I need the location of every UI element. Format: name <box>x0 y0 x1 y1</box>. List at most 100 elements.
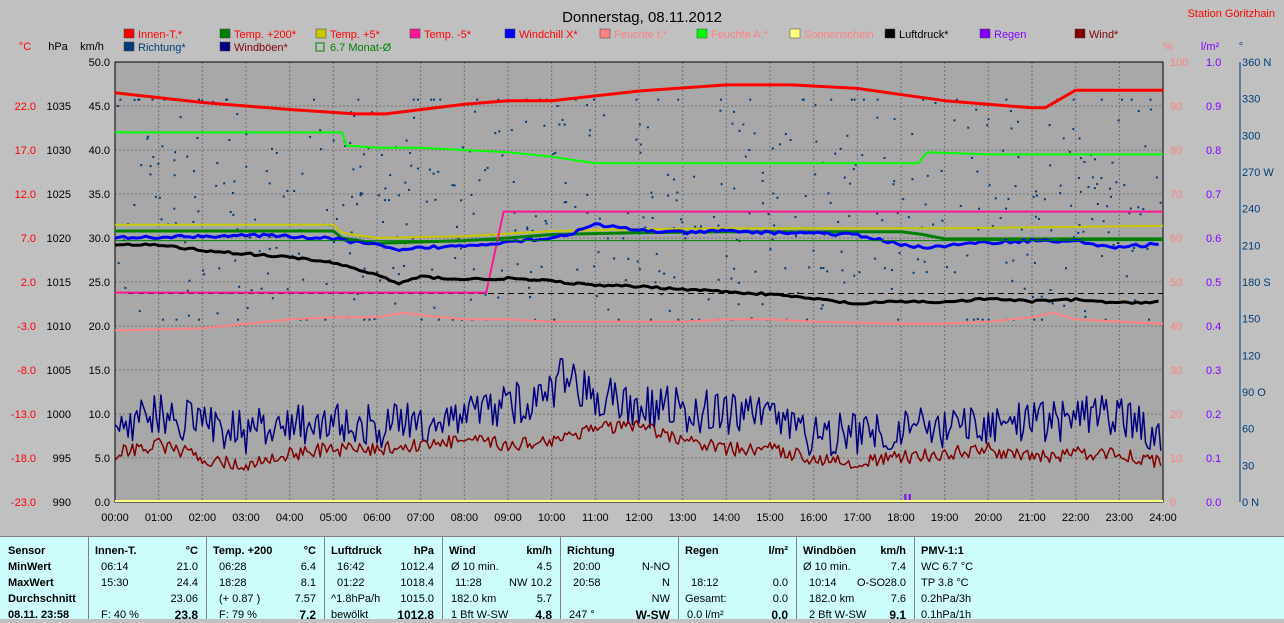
direction-dot <box>476 98 479 101</box>
direction-dot <box>332 241 335 244</box>
direction-dot <box>152 156 155 159</box>
direction-dot <box>657 98 660 101</box>
direction-dot <box>282 195 285 198</box>
direction-dot <box>1037 217 1040 220</box>
direction-dot <box>434 198 437 201</box>
direction-dot <box>302 278 305 281</box>
boeen-header: Windböen <box>803 545 857 557</box>
direction-dot <box>1023 287 1026 290</box>
direction-dot <box>461 146 464 149</box>
direction-dot <box>233 180 236 183</box>
pct-tick-label: 0 <box>1170 497 1176 509</box>
luftdruck-trend: ^1.8hPa/h <box>331 593 381 605</box>
direction-dot <box>1117 119 1120 122</box>
direction-dot <box>408 188 411 191</box>
regen-current: 0.0 <box>771 608 788 622</box>
x-tick-label: 19:00 <box>931 512 959 524</box>
direction-dot <box>1017 156 1020 159</box>
wind-header: Wind <box>449 545 476 557</box>
direction-dot <box>736 238 739 241</box>
direction-dot <box>497 98 500 101</box>
direction-dot <box>852 168 855 171</box>
direction-dot <box>925 271 928 274</box>
direction-dot <box>361 275 364 278</box>
direction-dot <box>1132 247 1135 250</box>
legend-label: Regen <box>994 29 1026 41</box>
pct-tick-label: 80 <box>1170 145 1182 157</box>
direction-dot <box>459 247 462 250</box>
direction-dot <box>194 196 197 199</box>
direction-dot <box>218 267 221 270</box>
pmv-trend-3h: 0.2hPa/3h <box>921 593 972 605</box>
direction-dot <box>712 216 715 219</box>
innen-unit: °C <box>185 545 198 557</box>
direction-dot <box>843 281 846 284</box>
direction-dot <box>416 167 419 170</box>
direction-dot <box>512 180 515 183</box>
direction-dot <box>258 250 261 253</box>
direction-dot <box>593 265 596 268</box>
kmh-tick-label: 25.0 <box>89 277 110 289</box>
direction-dot <box>332 139 335 142</box>
x-tick-label: 00:00 <box>101 512 129 524</box>
direction-dot <box>425 200 428 203</box>
direction-dot <box>1149 98 1152 101</box>
x-tick-label: 11:00 <box>582 512 609 524</box>
direction-dot <box>1084 315 1087 318</box>
direction-dot <box>1091 176 1094 179</box>
direction-dot <box>627 257 630 260</box>
wind-avg-value: 5.7 <box>536 593 552 605</box>
axis-ticks: 00:00 01:00 02:00 03:00 04:00 05:00 06:00 07:00… <box>11 57 1274 524</box>
direction-dot <box>940 169 943 172</box>
direction-dot <box>574 98 577 101</box>
legend: Innen-T.* Temp. +200* Temp. +5* Temp. -5* Wi… <box>123 28 1119 54</box>
direction-dot <box>1100 255 1103 258</box>
direction-dot <box>412 98 415 101</box>
direction-dot <box>202 269 205 272</box>
luftdruck-min-time: 16:42 <box>337 561 365 573</box>
axis-unit-kmh: km/h <box>80 41 104 53</box>
direction-dot <box>437 170 440 173</box>
temp200-min-value: 6.4 <box>300 561 316 573</box>
direction-dot <box>893 118 896 121</box>
hpa-tick-label: 1005 <box>47 365 71 377</box>
x-tick-label: 02:00 <box>189 512 217 524</box>
direction-dot <box>451 184 454 187</box>
dir-tick-label: 270 W <box>1242 167 1274 179</box>
direction-dot <box>749 98 752 101</box>
direction-dot <box>514 229 517 232</box>
rain-bar <box>908 494 911 502</box>
direction-dot <box>179 116 182 119</box>
direction-dot <box>822 266 825 269</box>
richtung-avg-value: NW <box>651 593 670 605</box>
direction-dot <box>720 98 723 101</box>
direction-dot <box>597 251 600 254</box>
series-feuchte-aussen <box>115 131 1163 165</box>
direction-dot <box>1083 160 1086 163</box>
direction-dot <box>862 98 865 101</box>
direction-dot <box>850 98 853 101</box>
richtung-degrees: 247 ° <box>569 609 595 621</box>
direction-dot <box>1111 161 1114 164</box>
legend-swatch <box>315 28 327 39</box>
direction-dot <box>789 139 792 142</box>
direction-dot <box>174 151 177 154</box>
direction-dot <box>934 102 937 105</box>
direction-dot <box>484 293 487 296</box>
direction-dot <box>356 293 359 296</box>
series-wind <box>114 419 1162 471</box>
direction-dot <box>544 219 547 222</box>
direction-dot <box>225 98 228 101</box>
direction-dot <box>719 109 722 112</box>
direction-dot <box>431 268 434 271</box>
direction-dot <box>848 215 851 218</box>
legend-label: Feuchte A.* <box>711 29 769 41</box>
direction-dot <box>603 114 606 117</box>
direction-dot <box>184 241 187 244</box>
direction-dot <box>717 278 720 281</box>
wind-distance: 182.0 km <box>451 593 497 605</box>
direction-dot <box>432 172 435 175</box>
direction-dot <box>576 268 579 271</box>
dir-tick-label: 120 <box>1242 350 1260 362</box>
direction-dot <box>197 210 200 213</box>
